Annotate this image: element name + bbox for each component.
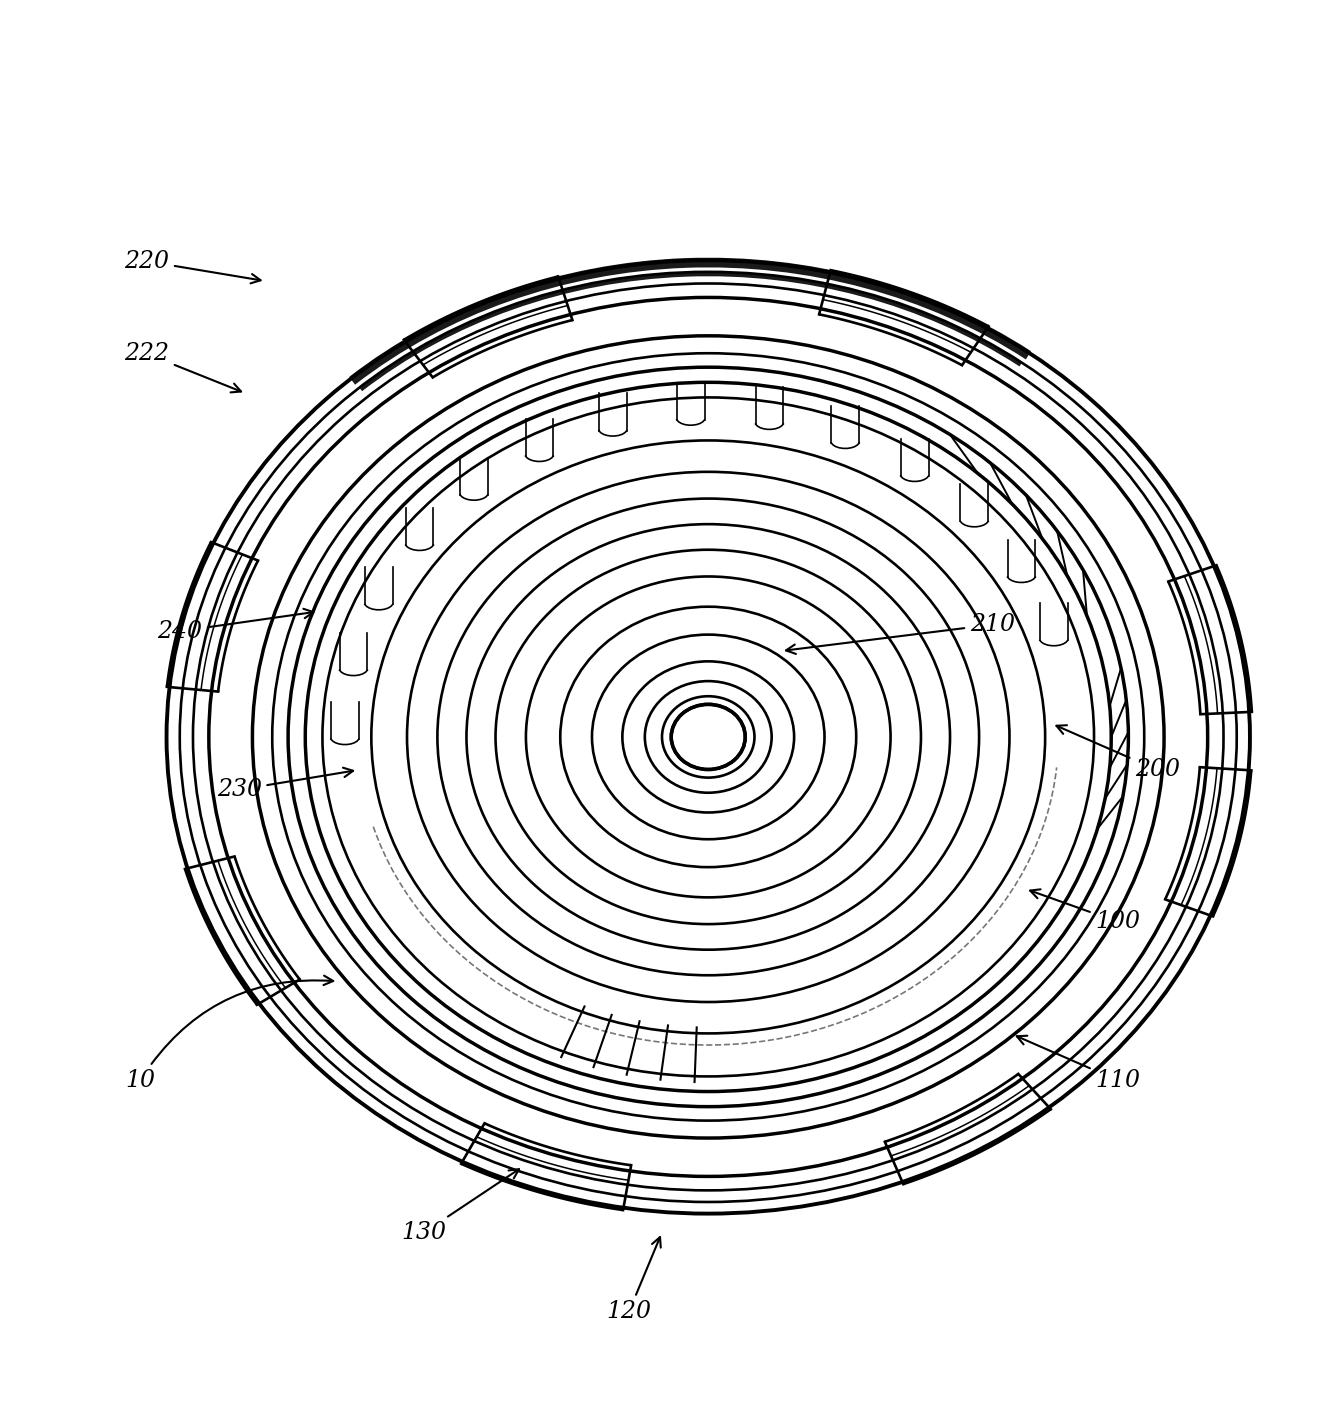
Text: 200: 200 <box>1057 725 1180 782</box>
Text: 230: 230 <box>217 767 354 801</box>
Text: 130: 130 <box>401 1169 519 1243</box>
Text: 120: 120 <box>606 1238 661 1323</box>
Text: 220: 220 <box>124 250 261 283</box>
Text: 210: 210 <box>786 612 1014 654</box>
Text: 10: 10 <box>124 976 334 1091</box>
Ellipse shape <box>101 202 1316 1272</box>
Ellipse shape <box>671 705 745 770</box>
Text: 240: 240 <box>158 608 314 642</box>
Text: 222: 222 <box>124 342 241 392</box>
Text: 100: 100 <box>1030 890 1140 934</box>
Text: 110: 110 <box>1017 1036 1140 1091</box>
